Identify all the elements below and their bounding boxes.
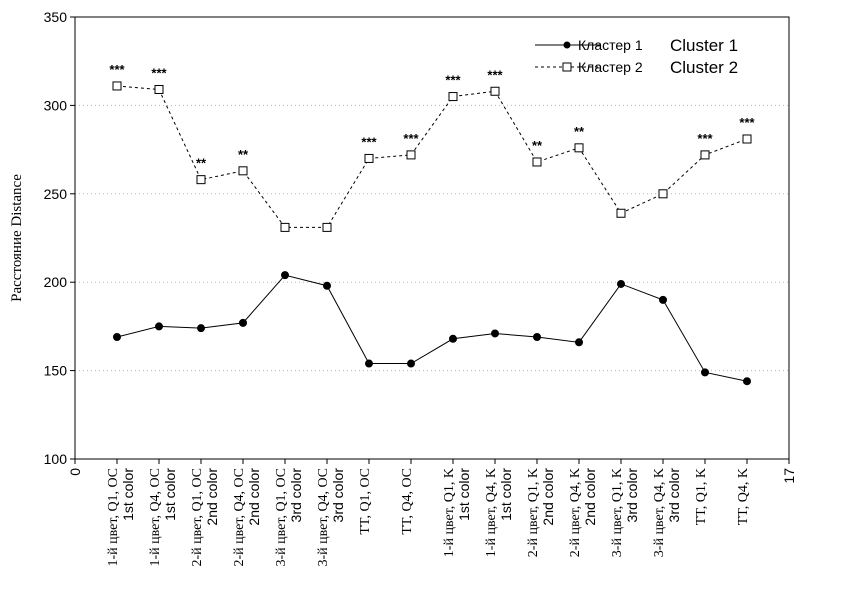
x-category-sublabel: 3rd color <box>624 468 640 523</box>
x-category-label: 1-й цвет, Q4, OC <box>148 468 163 567</box>
data-point <box>365 359 373 368</box>
x-category-sublabel: 2nd color <box>204 468 220 526</box>
data-point <box>449 334 457 343</box>
data-point <box>197 324 205 333</box>
x-category-label: 1-й цвет, Q1, K <box>442 468 457 557</box>
axes: 100 150 200 250 300 350 Расстояние Distance 0 17… <box>9 9 797 567</box>
y-tick-label: 200 <box>44 274 68 290</box>
x-category-label: 2-й цвет, Q4, K <box>568 468 583 557</box>
x-category-label: TT, Q1, K <box>694 468 709 525</box>
y-tick-label: 300 <box>44 97 68 113</box>
x-category-label: 2-й цвет, Q1, K <box>526 468 541 557</box>
data-point <box>112 81 122 91</box>
x-category-label: 3-й цвет, Q4, OC <box>316 468 331 567</box>
data-point <box>113 333 121 342</box>
significance-label: *** <box>403 131 419 146</box>
significance-label: *** <box>697 131 713 146</box>
data-point <box>533 333 541 342</box>
y-axis-title: Расстояние Distance <box>9 174 25 302</box>
significance-label: ** <box>574 124 585 139</box>
legend-label-ru: Кластер 1 <box>578 37 643 53</box>
x-end-tick-label: 17 <box>781 468 797 484</box>
x-category-label: 1-й цвет, Q4, K <box>484 468 499 557</box>
plot-frame <box>74 16 790 460</box>
x-category-label: 2-й цвет, Q1, OC <box>190 468 205 567</box>
data-point <box>281 271 289 280</box>
data-point <box>491 329 499 338</box>
x-category-sublabel: 1st color <box>162 468 178 521</box>
x-end-tick-label: 0 <box>67 468 83 476</box>
data-point <box>743 377 751 386</box>
data-point <box>617 279 625 288</box>
x-category-sublabel: 2nd color <box>540 468 556 526</box>
x-category-label: TT, Q4, K <box>736 468 751 525</box>
significance-label: *** <box>361 134 377 149</box>
significance-label: ** <box>532 138 543 153</box>
data-point <box>155 322 163 331</box>
x-category-sublabel: 2nd color <box>582 468 598 526</box>
x-category-label: 1-й цвет, Q1, OC <box>106 468 121 567</box>
significance-annotations: *** ********** ****** ******* ****** <box>109 62 755 171</box>
series-line <box>116 85 748 228</box>
data-point <box>407 359 415 368</box>
legend-label-en: Cluster 1 <box>670 36 738 55</box>
x-category-sublabel: 2nd color <box>246 468 262 526</box>
legend-marker <box>563 41 571 49</box>
grid-lines <box>75 104 789 372</box>
data-point <box>532 157 542 167</box>
significance-label: *** <box>445 73 461 88</box>
x-category-sublabel: 3rd color <box>666 468 682 523</box>
x-category-label: 3-й цвет, Q1, OC <box>274 468 289 567</box>
significance-label: *** <box>739 115 755 130</box>
data-point <box>659 295 667 304</box>
data-point <box>196 175 206 185</box>
x-category-label: TT, Q1, OC <box>358 468 373 535</box>
significance-label: ** <box>196 156 207 171</box>
data-point <box>616 208 626 218</box>
legend: Кластер 1 Cluster 1 Кластер 2 Cluster 2 <box>535 36 738 77</box>
data-point <box>406 150 416 160</box>
series-line <box>116 274 748 382</box>
legend-label-en: Cluster 2 <box>670 58 738 77</box>
data-point <box>700 150 710 160</box>
series-layer <box>112 81 752 386</box>
data-point <box>575 338 583 347</box>
data-point <box>323 281 331 290</box>
data-point <box>574 143 584 153</box>
significance-label: *** <box>151 65 167 80</box>
significance-label: *** <box>109 62 125 77</box>
x-category-label: 3-й цвет, Q1, K <box>610 468 625 557</box>
significance-label: ** <box>238 147 249 162</box>
x-category-label: 3-й цвет, Q4, K <box>652 468 667 557</box>
x-category-sublabel: 3rd color <box>288 468 304 523</box>
x-category-sublabel: 3rd color <box>330 468 346 523</box>
x-category-sublabel: 1st color <box>498 468 514 521</box>
data-point <box>742 134 752 144</box>
x-category-sublabel: 1st color <box>120 468 136 521</box>
y-tick-label: 350 <box>44 9 68 25</box>
data-point <box>364 153 374 163</box>
data-point <box>280 222 290 232</box>
data-point <box>701 368 709 377</box>
data-point <box>238 166 248 176</box>
data-point <box>658 189 668 199</box>
data-point <box>490 86 500 96</box>
x-category-sublabel: 1st color <box>456 468 472 521</box>
significance-label: *** <box>487 67 503 82</box>
data-point <box>322 222 332 232</box>
y-tick-label: 250 <box>44 186 68 202</box>
x-category-label: TT, Q4, OC <box>400 468 415 535</box>
legend-label-ru: Кластер 2 <box>578 59 643 75</box>
y-tick-label: 100 <box>44 451 68 467</box>
x-category-label: 2-й цвет, Q4, OC <box>232 468 247 567</box>
data-point <box>239 318 247 327</box>
data-point <box>448 92 458 102</box>
y-tick-label: 150 <box>44 363 68 379</box>
legend-marker <box>562 62 572 72</box>
data-point <box>154 84 164 94</box>
